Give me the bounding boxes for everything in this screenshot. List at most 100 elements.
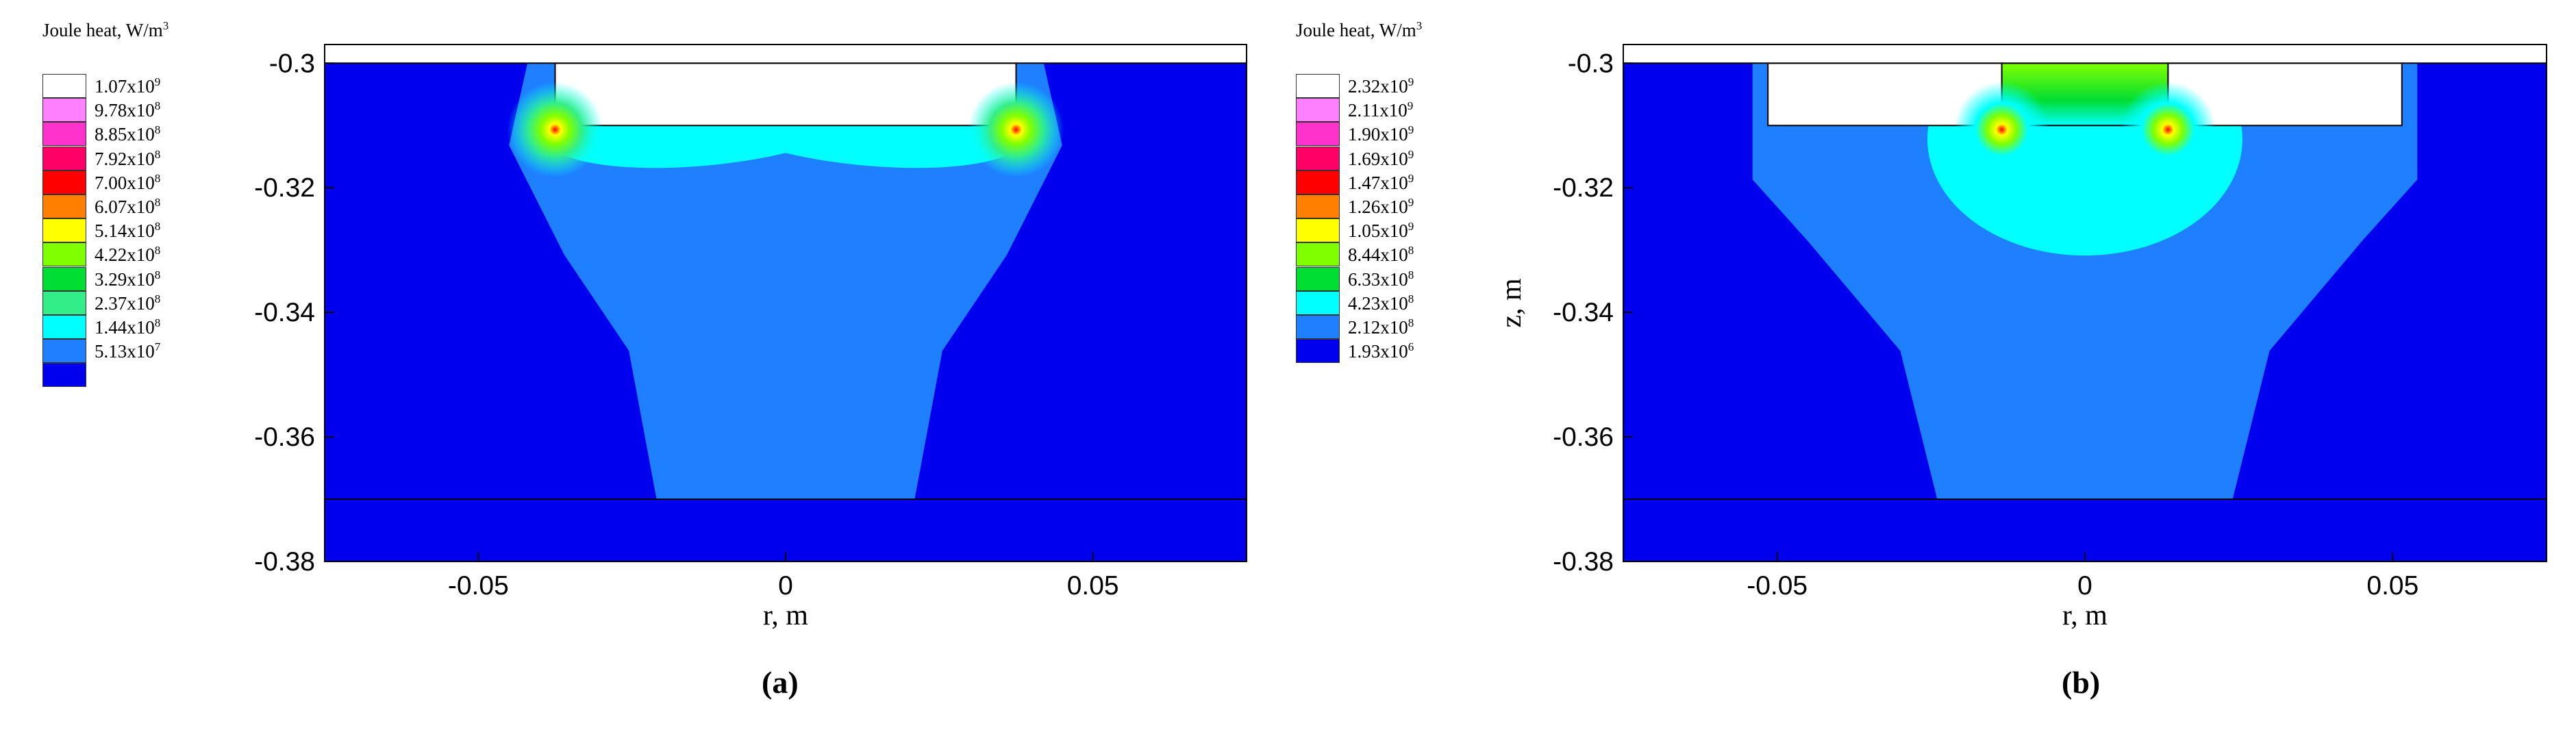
legend-entry: 5.14x108: [42, 218, 227, 243]
y-axis-title: z, m: [1496, 278, 1527, 328]
contour-plot-b: -0.3 -0.32 -0.34 -0.36 -0.38 -0.05 0 0.05 r, m z,…: [1496, 44, 2547, 631]
x-tick-label: 0: [778, 571, 793, 601]
legend-swatch: [42, 266, 86, 291]
hotspot: [2120, 81, 2216, 178]
top-gap: [325, 45, 1247, 64]
legend-label: 1.44x108: [95, 316, 161, 338]
legend-swatch: [42, 170, 86, 194]
legend-swatch: [42, 194, 86, 218]
legend-swatch: [1296, 315, 1340, 339]
legend-swatch: [1296, 339, 1340, 364]
x-tick-label: 0: [2077, 571, 2092, 601]
legend-label: 9.78x108: [95, 99, 161, 121]
y-tick-label: -0.36: [1553, 422, 1614, 452]
slot-region: [554, 62, 1017, 127]
legend-label: 2.32x109: [1348, 75, 1414, 97]
legend-label: 1.05x109: [1348, 220, 1414, 242]
contour-field: [325, 45, 1247, 561]
hotspot: [507, 81, 603, 178]
legend-entry: 6.33x108: [1296, 266, 1481, 291]
legend-entry: 4.23x108: [1296, 290, 1481, 315]
y-tick-label: -0.32: [254, 173, 315, 203]
x-tick-label: -0.05: [448, 571, 509, 601]
legend-swatch: [42, 74, 86, 98]
legend-label: 2.37x108: [95, 292, 161, 314]
legend-swatch: [1296, 122, 1340, 147]
legend-swatch: [42, 339, 86, 364]
legend-swatch: [42, 122, 86, 147]
legend-label: 1.07x109: [95, 75, 161, 97]
legend-entry: 4.22x108: [42, 242, 227, 267]
legend-label: 8.44x108: [1348, 244, 1414, 266]
legend-title-a: Joule heat, W/m3: [42, 19, 169, 40]
panel-label-b: (b): [2062, 665, 2101, 700]
legend-entry: 2.32x109: [1296, 74, 1481, 98]
legend-entry: 1.93x106: [1296, 339, 1481, 364]
y-tick-label: -0.34: [254, 298, 315, 327]
contour-field: [1623, 45, 2547, 561]
y-tick-label: -0.3: [269, 49, 315, 78]
y-tick-label: -0.32: [1553, 173, 1614, 203]
legend-entry: 1.44x108: [42, 315, 227, 339]
legend-entry: 2.11x109: [1296, 98, 1481, 123]
contour-band-low: [509, 63, 1062, 500]
legend-swatch: [42, 290, 86, 315]
top-gap: [1623, 45, 2547, 64]
legend-label: 2.12x108: [1348, 316, 1414, 338]
contour-band-corner: [1099, 63, 1247, 296]
legend-swatch: [1296, 194, 1340, 218]
legend-entry: 1.69x109: [1296, 146, 1481, 171]
legend-label: 1.47x109: [1348, 171, 1414, 193]
panel-label-a: (a): [762, 665, 799, 700]
x-tick-label: 0.05: [1067, 571, 1119, 601]
legend-entry: 5.13x107: [42, 339, 227, 364]
legend-swatch: [42, 146, 86, 171]
chart-panel-b: Joule heat, W/m3 2.32x109 2.11x109 1.90x10…: [1288, 0, 2576, 732]
y-tick-label: -0.36: [254, 422, 315, 452]
legend-swatch: [42, 363, 86, 388]
contour-band-low: [1752, 63, 2418, 500]
legend-entry: 1.05x109: [1296, 218, 1481, 243]
legend-entry: 1.90x109: [1296, 122, 1481, 147]
legend-label: 4.23x108: [1348, 292, 1414, 314]
legend-entry: 8.85x108: [42, 122, 227, 147]
legend-label: 5.14x108: [95, 220, 161, 242]
legend-label: 7.00x108: [95, 171, 161, 193]
legend-label: 8.85x108: [95, 123, 161, 145]
legend-label: 1.93x106: [1348, 340, 1414, 362]
legend-entry: 8.44x108: [1296, 242, 1481, 267]
legend-label: 1.90x109: [1348, 123, 1414, 145]
legend-entry: 1.47x109: [1296, 170, 1481, 194]
legend-swatch: [42, 242, 86, 267]
legend-label: 2.11x109: [1348, 99, 1414, 121]
legend-label: 1.26x109: [1348, 196, 1414, 217]
hotspot: [1953, 81, 2050, 178]
hotspot: [968, 81, 1064, 178]
legend-swatch: [1296, 290, 1340, 315]
contour-band-corner: [325, 63, 473, 296]
legend-swatch: [1296, 146, 1340, 171]
y-tick-label: -0.3: [1568, 49, 1614, 78]
y-tick-label: -0.38: [254, 547, 315, 577]
legend-label: 7.92x108: [95, 147, 161, 169]
legend-entry: 7.00x108: [42, 170, 227, 194]
legend-label: 4.22x108: [95, 244, 161, 266]
y-tick-label: -0.34: [1553, 298, 1614, 327]
x-axis-title: r, m: [763, 600, 808, 631]
x-axis-title: r, m: [2062, 600, 2108, 631]
contour-band-mid: [534, 125, 1037, 168]
legend-swatch: [1296, 218, 1340, 243]
legend-entry: 1.07x109: [42, 74, 227, 98]
legend-swatch: [42, 218, 86, 243]
legend-swatch: [1296, 242, 1340, 267]
legend-label: 3.29x108: [95, 268, 161, 290]
legend-entry: [42, 363, 227, 388]
legend-swatch: [1296, 170, 1340, 194]
y-tick-label: -0.38: [1553, 547, 1614, 577]
legend-title-b: Joule heat, W/m3: [1296, 19, 1423, 40]
legend-swatch: [1296, 98, 1340, 123]
legend-swatch: [42, 98, 86, 123]
legend-entry: 1.26x109: [1296, 194, 1481, 218]
legend-entry: 6.07x108: [42, 194, 227, 218]
legend-label: 5.13x107: [95, 340, 161, 362]
